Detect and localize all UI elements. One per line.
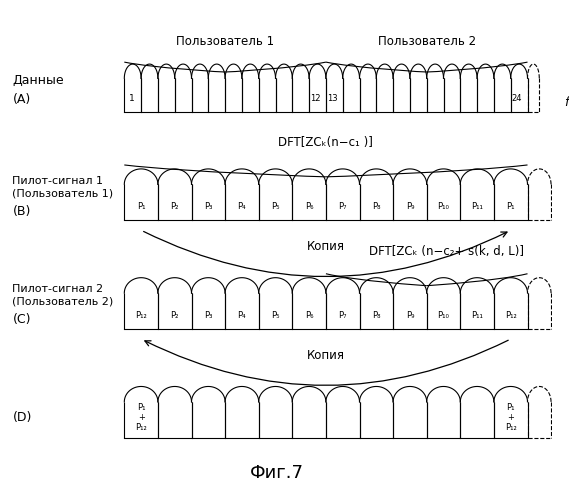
Text: Копия: Копия <box>307 240 345 253</box>
Text: 24: 24 <box>512 94 522 103</box>
Text: P₈: P₈ <box>372 202 381 211</box>
Polygon shape <box>460 169 494 220</box>
Text: P₉: P₉ <box>406 310 414 320</box>
Polygon shape <box>259 64 275 112</box>
Polygon shape <box>494 278 527 329</box>
Polygon shape <box>259 278 292 329</box>
Polygon shape <box>326 64 343 112</box>
Text: Данные: Данные <box>13 74 64 87</box>
Polygon shape <box>427 278 460 329</box>
Text: P₅: P₅ <box>271 202 280 211</box>
Text: P₆: P₆ <box>305 310 314 320</box>
Text: P₁₀: P₁₀ <box>438 310 450 320</box>
Polygon shape <box>141 64 158 112</box>
Text: P₁
+
P₁₂: P₁ + P₁₂ <box>135 403 147 432</box>
Text: Пилот-сигнал 2
(Пользователь 2): Пилот-сигнал 2 (Пользователь 2) <box>13 284 114 307</box>
Polygon shape <box>158 278 192 329</box>
Text: P₁
+
P₁₂: P₁ + P₁₂ <box>505 403 517 432</box>
Text: 13: 13 <box>327 94 337 103</box>
Text: P₃: P₃ <box>204 202 212 211</box>
Text: DFT[ZCₖ (n−c₂+ s(k, d, L)]: DFT[ZCₖ (n−c₂+ s(k, d, L)] <box>369 245 523 258</box>
Text: (D): (D) <box>13 411 32 424</box>
Polygon shape <box>393 169 427 220</box>
Polygon shape <box>494 64 511 112</box>
Polygon shape <box>225 278 259 329</box>
Text: 1: 1 <box>129 94 134 103</box>
Polygon shape <box>275 64 292 112</box>
Polygon shape <box>443 64 460 112</box>
Polygon shape <box>225 169 259 220</box>
Text: Пилот-сигнал 1
(Пользователь 1): Пилот-сигнал 1 (Пользователь 1) <box>13 176 114 198</box>
Text: P₉: P₉ <box>406 202 414 211</box>
Polygon shape <box>124 169 158 220</box>
Text: (B): (B) <box>13 204 31 218</box>
Text: P₁₀: P₁₀ <box>438 202 450 211</box>
Polygon shape <box>192 278 225 329</box>
Polygon shape <box>494 169 527 220</box>
Text: Копия: Копия <box>307 349 345 362</box>
Text: Пользователь 1: Пользователь 1 <box>176 36 274 49</box>
Polygon shape <box>225 64 242 112</box>
Text: Пользователь 2: Пользователь 2 <box>378 36 476 49</box>
Text: DFT[ZCₖ(n−c₁ )]: DFT[ZCₖ(n−c₁ )] <box>278 136 373 149</box>
Polygon shape <box>192 169 225 220</box>
Polygon shape <box>124 278 158 329</box>
Text: P₆: P₆ <box>305 202 314 211</box>
Text: (C): (C) <box>13 314 31 326</box>
Polygon shape <box>460 278 494 329</box>
Polygon shape <box>427 64 443 112</box>
Text: P₂: P₂ <box>171 202 179 211</box>
Polygon shape <box>158 169 192 220</box>
Polygon shape <box>309 64 326 112</box>
Text: P₁₁: P₁₁ <box>471 310 483 320</box>
Text: P₁₂: P₁₂ <box>505 310 517 320</box>
Polygon shape <box>175 64 192 112</box>
Text: 12: 12 <box>310 94 320 103</box>
Text: P₄: P₄ <box>238 202 246 211</box>
Text: (A): (A) <box>13 93 31 106</box>
Polygon shape <box>192 64 208 112</box>
Polygon shape <box>326 169 360 220</box>
Text: P₈: P₈ <box>372 310 381 320</box>
Polygon shape <box>427 169 460 220</box>
Polygon shape <box>292 64 309 112</box>
Polygon shape <box>208 64 225 112</box>
Text: P₃: P₃ <box>204 310 212 320</box>
Polygon shape <box>477 64 494 112</box>
Polygon shape <box>360 169 393 220</box>
Text: P₂: P₂ <box>171 310 179 320</box>
Polygon shape <box>158 64 175 112</box>
Text: P₁: P₁ <box>137 202 145 211</box>
Polygon shape <box>242 64 259 112</box>
Text: P₄: P₄ <box>238 310 246 320</box>
Text: P₁₂: P₁₂ <box>135 310 147 320</box>
Polygon shape <box>360 278 393 329</box>
Polygon shape <box>410 64 427 112</box>
Polygon shape <box>511 64 527 112</box>
Polygon shape <box>460 64 477 112</box>
Text: P₇: P₇ <box>339 202 347 211</box>
Polygon shape <box>326 278 360 329</box>
Polygon shape <box>292 169 326 220</box>
Polygon shape <box>393 278 427 329</box>
Text: P₅: P₅ <box>271 310 280 320</box>
Text: P₁₁: P₁₁ <box>471 202 483 211</box>
Text: P₁: P₁ <box>506 202 515 211</box>
Polygon shape <box>360 64 376 112</box>
Text: P₇: P₇ <box>339 310 347 320</box>
Polygon shape <box>376 64 393 112</box>
Text: Фиг.7: Фиг.7 <box>250 464 304 482</box>
Polygon shape <box>343 64 360 112</box>
Polygon shape <box>393 64 410 112</box>
Text: f: f <box>564 96 569 108</box>
Polygon shape <box>259 169 292 220</box>
Polygon shape <box>124 64 141 112</box>
Polygon shape <box>292 278 326 329</box>
